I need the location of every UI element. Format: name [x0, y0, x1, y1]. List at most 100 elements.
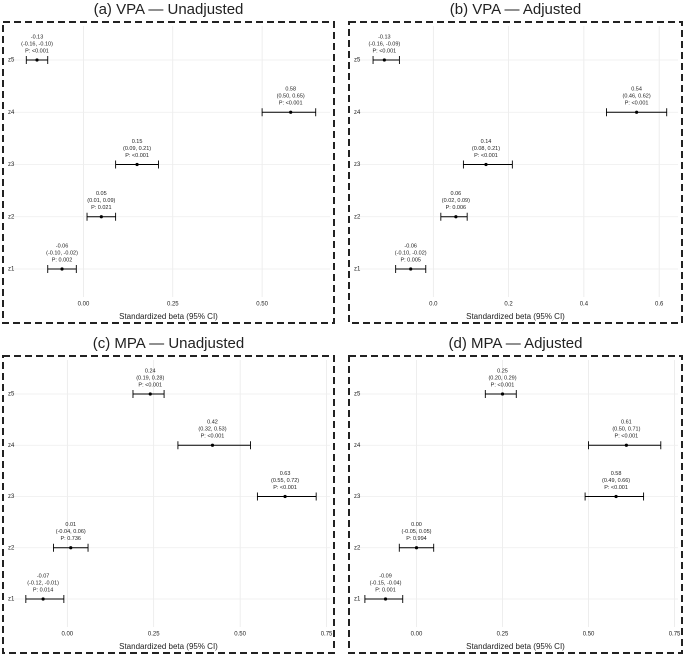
- value-label: 0.25: [497, 368, 508, 374]
- x-tick-label: 0.4: [580, 302, 589, 308]
- y-tick-label: z3: [354, 494, 361, 500]
- panel-title: (d) MPA — Adjusted: [449, 335, 583, 352]
- panel-frame: [348, 21, 683, 324]
- p-label: P: <0.001: [273, 485, 297, 491]
- value-label: 0.05: [96, 191, 107, 197]
- x-tick-label: 0.50: [256, 302, 268, 308]
- y-tick-label: z3: [8, 494, 15, 500]
- panel-title: (b) VPA — Adjusted: [450, 1, 581, 18]
- point-estimate: [41, 597, 45, 601]
- y-tick-label: z4: [354, 110, 361, 116]
- point-estimate: [35, 58, 39, 62]
- value-label: 0.00: [411, 522, 422, 528]
- p-label: P: 0.014: [33, 587, 54, 593]
- ci-label: (0.19, 0.28): [136, 375, 164, 381]
- point-estimate: [624, 443, 628, 447]
- value-label: 0.54: [631, 87, 642, 93]
- x-tick-label: 0.25: [497, 632, 509, 638]
- value-label: 0.58: [285, 87, 296, 93]
- value-label: -0.07: [37, 573, 50, 579]
- y-tick-label: z4: [8, 110, 15, 116]
- point-estimate: [210, 443, 215, 447]
- ci-label: (-0.04, 0.06): [56, 529, 86, 535]
- x-tick-label: 0.6: [655, 302, 664, 308]
- value-label: 0.58: [611, 471, 622, 477]
- y-tick-label: z2: [8, 545, 15, 551]
- x-tick-label: 0.00: [411, 632, 423, 638]
- x-tick-label: 0.50: [583, 632, 595, 638]
- p-label: P: <0.001: [279, 101, 303, 107]
- p-label: P: <0.001: [373, 48, 397, 54]
- point-estimate: [60, 267, 64, 271]
- ci-label: (0.32, 0.53): [198, 427, 226, 433]
- p-label: P: 0.006: [446, 205, 467, 211]
- point-estimate: [289, 110, 293, 114]
- point-estimate: [500, 392, 505, 396]
- y-tick-label: z2: [354, 214, 361, 220]
- ci-label: (-0.05, 0.05): [402, 529, 432, 535]
- p-label: P: <0.001: [474, 153, 498, 159]
- p-label: P: <0.001: [491, 382, 515, 388]
- point-estimate: [614, 494, 618, 499]
- y-tick-label: z1: [8, 267, 15, 273]
- x-axis-title: Standardized beta (95% CI): [466, 312, 565, 321]
- y-tick-label: z5: [354, 392, 361, 398]
- x-tick-label: 0.0: [429, 302, 438, 308]
- p-label: P: 0.994: [406, 536, 427, 542]
- value-label: -0.13: [378, 34, 391, 40]
- p-label: P: <0.001: [125, 153, 149, 159]
- point-estimate: [382, 58, 386, 62]
- point-estimate: [135, 162, 139, 167]
- y-tick-label: z4: [8, 443, 15, 449]
- ci-label: (-0.16, -0.09): [368, 41, 400, 47]
- y-tick-label: z2: [8, 214, 15, 220]
- point-estimate: [484, 162, 488, 167]
- point-estimate: [634, 110, 639, 114]
- x-tick-label: 0.25: [148, 632, 160, 638]
- value-label: 0.61: [621, 420, 632, 426]
- p-label: P: <0.001: [615, 434, 639, 440]
- ci-label: (0.09, 0.21): [123, 146, 151, 152]
- value-label: -0.13: [31, 34, 44, 40]
- value-label: 0.06: [451, 191, 462, 197]
- p-label: P: <0.001: [625, 101, 649, 107]
- value-label: 0.14: [481, 139, 492, 145]
- ci-label: (0.55, 0.72): [271, 478, 299, 484]
- ci-label: (0.08, 0.21): [472, 146, 500, 152]
- ci-label: (0.46, 0.62): [623, 94, 651, 100]
- ci-label: (-0.10, -0.02): [395, 250, 427, 256]
- value-label: -0.06: [56, 243, 69, 249]
- y-tick-label: z4: [354, 443, 361, 449]
- x-tick-label: 0.2: [504, 302, 513, 308]
- p-label: P: 0.002: [52, 257, 73, 263]
- panel-frame: [2, 21, 335, 324]
- x-axis-title: Standardized beta (95% CI): [466, 642, 565, 651]
- y-tick-label: z5: [354, 58, 361, 64]
- y-tick-label: z1: [354, 267, 361, 273]
- ci-label: (-0.10, -0.02): [46, 250, 78, 256]
- p-label: P: <0.001: [25, 48, 49, 54]
- y-tick-label: z5: [8, 58, 15, 64]
- value-label: 0.15: [132, 139, 143, 145]
- x-tick-label: 0.00: [78, 302, 90, 308]
- ci-label: (-0.15, -0.04): [370, 580, 402, 586]
- panel-title: (c) MPA — Unadjusted: [93, 335, 244, 352]
- ci-label: (0.50, 0.65): [277, 94, 305, 100]
- point-estimate: [283, 494, 287, 499]
- p-label: P: <0.001: [604, 485, 628, 491]
- ci-label: (0.50, 0.71): [612, 427, 640, 433]
- x-tick-label: 0.75: [321, 632, 333, 638]
- panel-frame: [2, 355, 335, 654]
- x-tick-label: 0.50: [234, 632, 246, 638]
- value-label: -0.09: [379, 573, 392, 579]
- y-tick-label: z3: [354, 162, 361, 168]
- p-label: P: 0.005: [400, 257, 421, 263]
- p-label: P: <0.001: [138, 382, 162, 388]
- x-tick-label: 0.00: [61, 632, 73, 638]
- p-label: P: 0.001: [375, 587, 396, 593]
- p-label: P: 0.021: [91, 205, 112, 211]
- point-estimate: [69, 546, 73, 550]
- y-tick-label: z2: [354, 545, 361, 551]
- x-axis-title: Standardized beta (95% CI): [119, 312, 218, 321]
- value-label: -0.06: [404, 243, 417, 249]
